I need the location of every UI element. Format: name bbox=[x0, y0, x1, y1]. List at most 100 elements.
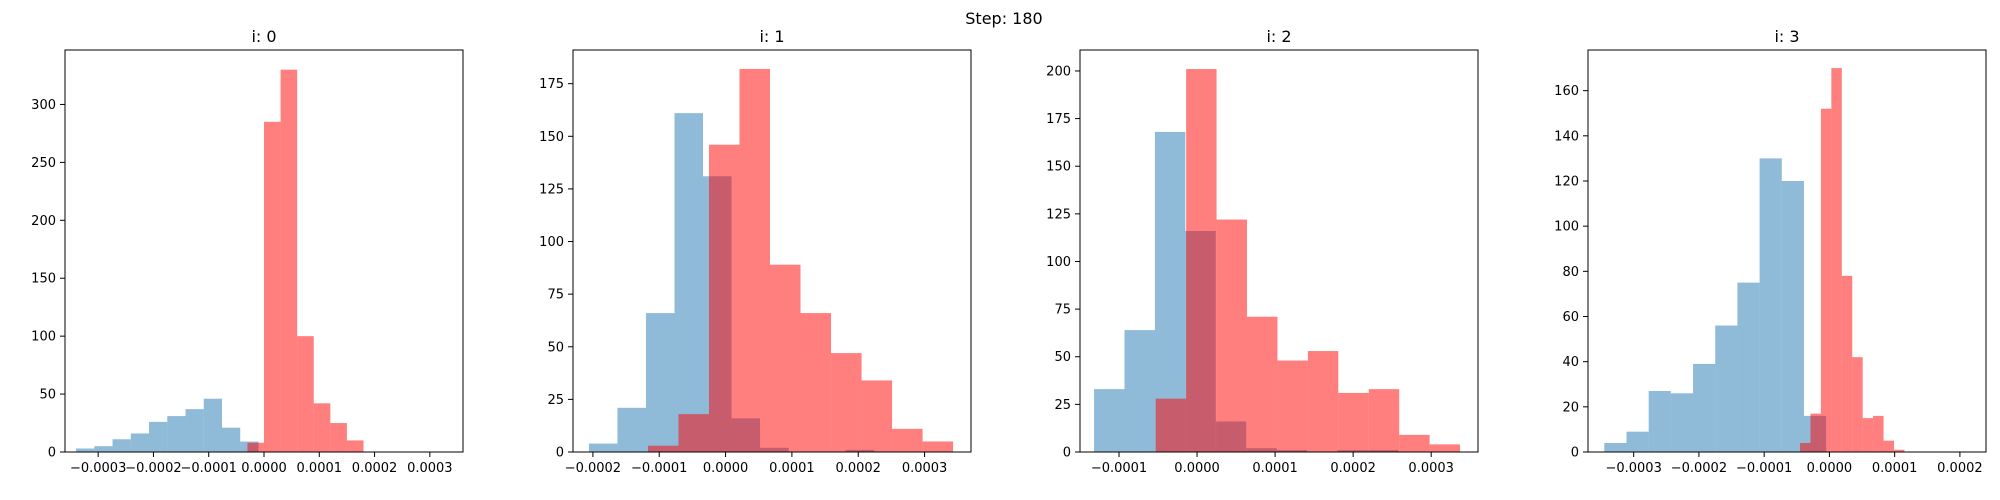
x-tick-label: 0.0001 bbox=[769, 461, 815, 476]
histogram-bar bbox=[588, 443, 618, 452]
histogram-bar bbox=[739, 68, 771, 452]
y-tick-label: 0 bbox=[48, 446, 56, 461]
histogram-bar bbox=[617, 407, 646, 452]
x-tick-label: −0.0001 bbox=[1091, 461, 1147, 476]
y-tick-label: 150 bbox=[31, 272, 56, 287]
y-tick-label: 120 bbox=[1554, 174, 1579, 189]
y-tick-label: 125 bbox=[1046, 207, 1071, 222]
y-tick-label: 150 bbox=[539, 130, 564, 145]
panel-title: i: 0 bbox=[251, 27, 276, 46]
histogram-bar bbox=[1626, 431, 1649, 452]
histogram-bar bbox=[1715, 325, 1738, 452]
y-tick-label: 50 bbox=[1054, 350, 1071, 365]
histogram-bar bbox=[1604, 442, 1627, 452]
y-tick-label: 140 bbox=[1554, 129, 1579, 144]
histogram-bar bbox=[1810, 413, 1821, 452]
y-tick-label: 100 bbox=[1554, 220, 1579, 235]
y-tick-label: 0 bbox=[1063, 446, 1071, 461]
histogram-bar bbox=[892, 428, 923, 452]
axes-frame bbox=[572, 49, 972, 453]
histogram-bar bbox=[1852, 357, 1863, 452]
x-tick-label: 0.0002 bbox=[352, 461, 398, 476]
histogram-bar bbox=[645, 313, 675, 452]
histogram-bar bbox=[185, 409, 204, 452]
y-tick-label: 60 bbox=[1562, 310, 1579, 325]
histogram-bar bbox=[1841, 275, 1853, 452]
histogram-bar bbox=[1338, 392, 1369, 452]
histogram-series-0-0 bbox=[76, 398, 259, 452]
y-tick-label: 25 bbox=[1054, 398, 1071, 413]
x-tick-label: 0.0003 bbox=[407, 461, 453, 476]
x-tick-label: −0.0002 bbox=[125, 461, 181, 476]
x-tick-label: −0.0003 bbox=[1605, 461, 1661, 476]
y-tick-label: 75 bbox=[547, 288, 564, 303]
histogram-bar bbox=[1124, 330, 1155, 452]
histogram-bar bbox=[1737, 282, 1760, 452]
y-tick-label: 300 bbox=[31, 98, 56, 113]
y-tick-label: 200 bbox=[31, 214, 56, 229]
y-tick-label: 125 bbox=[539, 182, 564, 197]
x-tick-label: −0.0002 bbox=[1671, 461, 1727, 476]
x-tick-label: 0.0000 bbox=[1174, 461, 1220, 476]
y-tick-label: 20 bbox=[1562, 400, 1579, 415]
histogram-panel-1: −0.0002 −0.0001 0.0000 0.0001 0.0002 0.0003 0 2… bbox=[539, 27, 972, 476]
histogram-series-1-1 bbox=[647, 68, 954, 452]
y-tick-label: 75 bbox=[1054, 303, 1071, 318]
x-tick-label: −0.0003 bbox=[70, 461, 126, 476]
histogram-bar bbox=[94, 446, 113, 452]
x-tick-label: 0.0000 bbox=[241, 461, 287, 476]
x-tick-label: −0.0001 bbox=[181, 461, 237, 476]
histogram-bar bbox=[1693, 363, 1716, 452]
y-tick-label: 150 bbox=[1046, 160, 1071, 175]
histogram-bar bbox=[297, 336, 314, 452]
histogram-bar bbox=[922, 441, 954, 452]
histogram-bar bbox=[1781, 180, 1804, 453]
x-tick-label: 0.0000 bbox=[703, 461, 749, 476]
histogram-panel-2: −0.0001 0.0000 0.0001 0.0002 0.0003 0 25 50 75 10… bbox=[1046, 27, 1479, 476]
histogram-series-0-1 bbox=[247, 69, 364, 452]
histogram-bar bbox=[1759, 158, 1782, 452]
y-tick-label: 175 bbox=[1046, 112, 1071, 127]
histogram-bar bbox=[1883, 440, 1894, 452]
histogram-bar bbox=[346, 440, 364, 452]
x-tick-label: 0.0000 bbox=[1807, 461, 1853, 476]
histogram-bar bbox=[130, 433, 150, 452]
x-tick-label: −0.0001 bbox=[631, 461, 687, 476]
y-tick-label: 175 bbox=[539, 77, 564, 92]
histogram-bar bbox=[280, 69, 298, 452]
histogram-bar bbox=[1399, 434, 1430, 452]
x-tick-label: 0.0001 bbox=[297, 461, 343, 476]
histogram-bar bbox=[1307, 351, 1339, 452]
histogram-series-3-0 bbox=[1604, 158, 1827, 453]
y-tick-label: 50 bbox=[39, 388, 56, 403]
x-tick-label: 0.0001 bbox=[1872, 461, 1918, 476]
histogram-bar bbox=[1873, 415, 1884, 452]
histogram-bar bbox=[1247, 316, 1278, 452]
figure-suptitle: Step: 180 bbox=[965, 9, 1042, 28]
panel-title: i: 2 bbox=[1266, 27, 1291, 46]
histogram-bar bbox=[1277, 360, 1308, 452]
histogram-bar bbox=[203, 398, 222, 452]
x-tick-label: 0.0001 bbox=[1252, 461, 1298, 476]
histogram-bar bbox=[674, 113, 704, 452]
y-tick-label: 25 bbox=[547, 393, 564, 408]
histogram-bar bbox=[167, 416, 186, 452]
y-tick-label: 40 bbox=[1562, 355, 1579, 370]
histogram-bar bbox=[861, 380, 893, 452]
y-tick-label: 0 bbox=[1571, 446, 1579, 461]
histogram-bar bbox=[1831, 68, 1842, 452]
y-tick-label: 50 bbox=[547, 340, 564, 355]
histogram-panel-3: −0.0003 −0.0002 −0.0001 0.0000 0.0001 0.0002 0… bbox=[1554, 27, 1987, 476]
histogram-bar bbox=[112, 439, 131, 452]
histogram-bar bbox=[678, 414, 709, 452]
histogram-bar bbox=[1429, 444, 1461, 452]
panel-title: i: 3 bbox=[1774, 27, 1799, 46]
histogram-bar bbox=[330, 423, 347, 452]
histogram-bar bbox=[1648, 391, 1671, 452]
x-tick-label: 0.0002 bbox=[1330, 461, 1376, 476]
axes-frame bbox=[1079, 49, 1479, 453]
panel-title: i: 1 bbox=[759, 27, 784, 46]
histogram-bar bbox=[247, 442, 264, 452]
histogram-bar bbox=[313, 403, 331, 452]
x-tick-label: 0.0002 bbox=[835, 461, 881, 476]
